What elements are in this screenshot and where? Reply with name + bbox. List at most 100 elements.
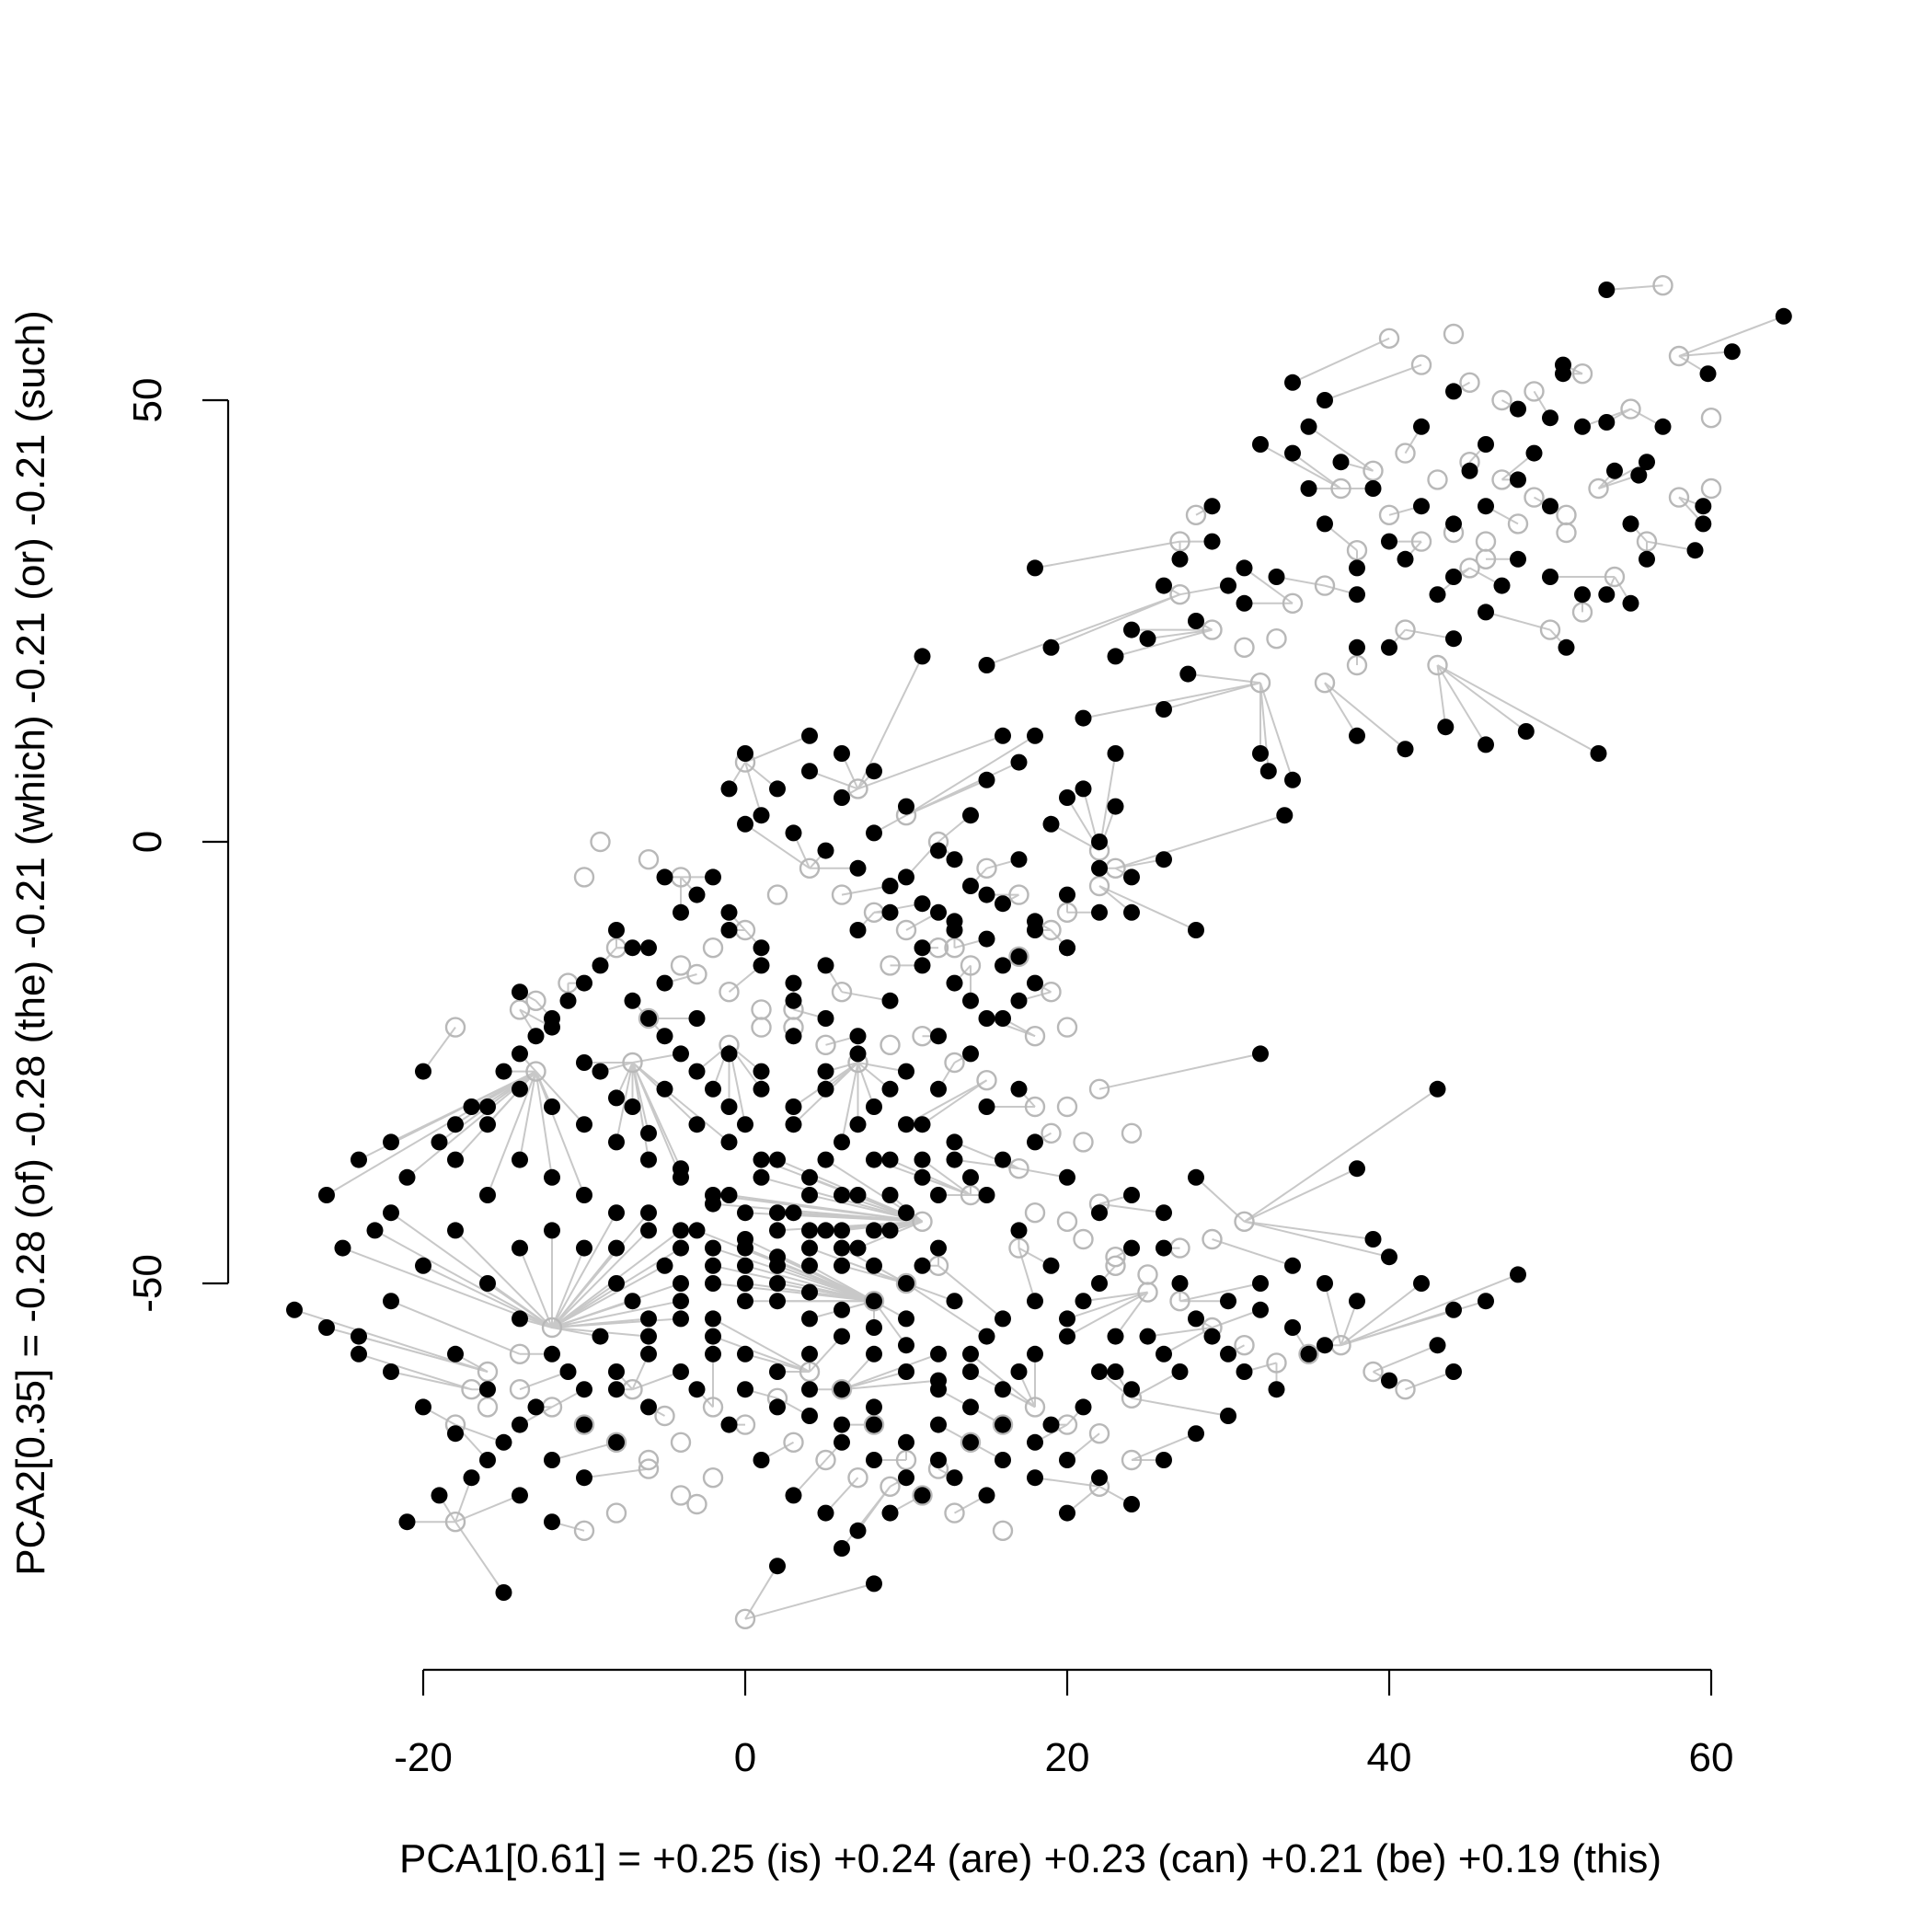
- filled-data-point: [1107, 798, 1124, 815]
- open-data-point: [686, 963, 707, 985]
- open-data-point: [1088, 875, 1110, 897]
- connector-line: [1188, 673, 1261, 684]
- filled-data-point: [1010, 992, 1028, 1009]
- filled-data-point: [1171, 1275, 1189, 1292]
- filled-data-point: [447, 1116, 464, 1133]
- filled-data-point: [995, 1310, 1011, 1328]
- filled-data-point: [608, 1239, 625, 1257]
- filled-data-point: [817, 1063, 834, 1080]
- connector-line: [809, 1247, 907, 1284]
- filled-data-point: [1091, 1469, 1108, 1487]
- filled-data-point: [1252, 1275, 1269, 1292]
- filled-data-point: [834, 1301, 850, 1318]
- filled-data-point: [576, 974, 592, 992]
- filled-data-point: [785, 1487, 802, 1504]
- filled-data-point: [978, 771, 995, 788]
- open-data-point: [1330, 477, 1351, 500]
- filled-data-point: [1156, 1345, 1172, 1363]
- filled-data-point: [1156, 851, 1172, 868]
- filled-data-point: [1220, 577, 1236, 594]
- connector-line: [841, 1264, 907, 1284]
- filled-data-point: [1075, 780, 1092, 798]
- filled-data-point: [1220, 1345, 1236, 1363]
- filled-data-point: [881, 903, 899, 921]
- filled-data-point: [1381, 1372, 1397, 1389]
- filled-data-point: [1156, 1204, 1172, 1222]
- filled-data-point: [479, 1098, 496, 1115]
- filled-data-point: [383, 1204, 399, 1222]
- filled-data-point: [849, 859, 867, 877]
- filled-data-point: [1429, 1337, 1446, 1354]
- filled-data-point: [1413, 1275, 1430, 1292]
- filled-data-point: [1349, 586, 1365, 604]
- open-data-point: [960, 1432, 982, 1454]
- filled-data-point: [881, 1187, 899, 1203]
- connector-line: [1244, 1220, 1374, 1240]
- filled-data-point: [817, 957, 834, 974]
- filled-data-point: [1349, 1160, 1365, 1178]
- filled-data-point: [1284, 444, 1301, 462]
- filled-data-point: [1010, 1363, 1028, 1380]
- filled-data-point: [1695, 498, 1712, 515]
- filled-data-point: [866, 1398, 882, 1416]
- filled-data-point: [1723, 343, 1741, 361]
- connector-line: [841, 1062, 859, 1143]
- connector-line: [1179, 1282, 1261, 1303]
- filled-data-point: [769, 1275, 786, 1292]
- open-data-point: [1524, 381, 1545, 402]
- filled-data-point: [801, 1257, 818, 1274]
- filled-data-point: [801, 1345, 818, 1363]
- open-data-point: [509, 999, 531, 1020]
- filled-data-point: [995, 727, 1011, 744]
- filled-data-point: [1284, 1257, 1301, 1274]
- connector-line: [1131, 1397, 1229, 1417]
- connector-line: [551, 1282, 682, 1328]
- filled-data-point: [978, 1098, 995, 1115]
- filled-data-point: [866, 1345, 882, 1363]
- filled-data-point: [881, 1222, 899, 1239]
- filled-data-point: [1574, 586, 1591, 604]
- filled-data-point: [737, 1293, 753, 1310]
- filled-data-point: [1606, 462, 1623, 479]
- filled-data-point: [640, 939, 657, 957]
- connector-line: [1083, 1291, 1148, 1303]
- filled-data-point: [1517, 723, 1535, 740]
- open-data-point: [1234, 637, 1255, 658]
- filled-data-point: [930, 1416, 947, 1433]
- connector-line: [454, 1229, 553, 1328]
- filled-data-point: [769, 1398, 786, 1416]
- filled-data-point: [962, 1398, 979, 1416]
- filled-data-point: [1059, 1504, 1075, 1522]
- filled-data-point: [1075, 1293, 1092, 1310]
- connector-line: [551, 1282, 617, 1328]
- filled-data-point: [351, 1151, 367, 1168]
- open-data-point: [815, 1449, 836, 1471]
- filled-data-point: [898, 868, 914, 886]
- filled-data-point: [898, 1116, 914, 1133]
- filled-data-point: [1188, 613, 1204, 629]
- open-data-point: [976, 857, 997, 879]
- open-data-point: [573, 1520, 595, 1542]
- connector-line: [712, 1317, 811, 1373]
- open-data-point: [1314, 575, 1336, 596]
- filled-data-point: [527, 1398, 545, 1416]
- open-data-point: [1700, 408, 1722, 429]
- filled-data-point: [688, 1222, 706, 1239]
- filled-data-point: [673, 1275, 689, 1292]
- filled-data-point: [463, 1098, 480, 1115]
- open-data-point: [670, 1432, 692, 1454]
- filled-data-point: [1525, 444, 1543, 462]
- filled-data-point: [495, 1433, 512, 1451]
- filled-data-point: [479, 1116, 496, 1133]
- filled-data-point: [705, 1195, 721, 1213]
- filled-data-point: [1010, 948, 1028, 965]
- filled-data-point: [1510, 471, 1526, 489]
- connector-line: [454, 1494, 521, 1524]
- filled-data-point: [673, 1222, 689, 1239]
- open-data-point: [670, 955, 692, 976]
- connector-line: [358, 1352, 472, 1391]
- filled-data-point: [834, 1239, 850, 1257]
- filled-data-point: [1445, 1301, 1462, 1318]
- connector-line: [1098, 1202, 1165, 1214]
- open-data-point: [1475, 531, 1497, 552]
